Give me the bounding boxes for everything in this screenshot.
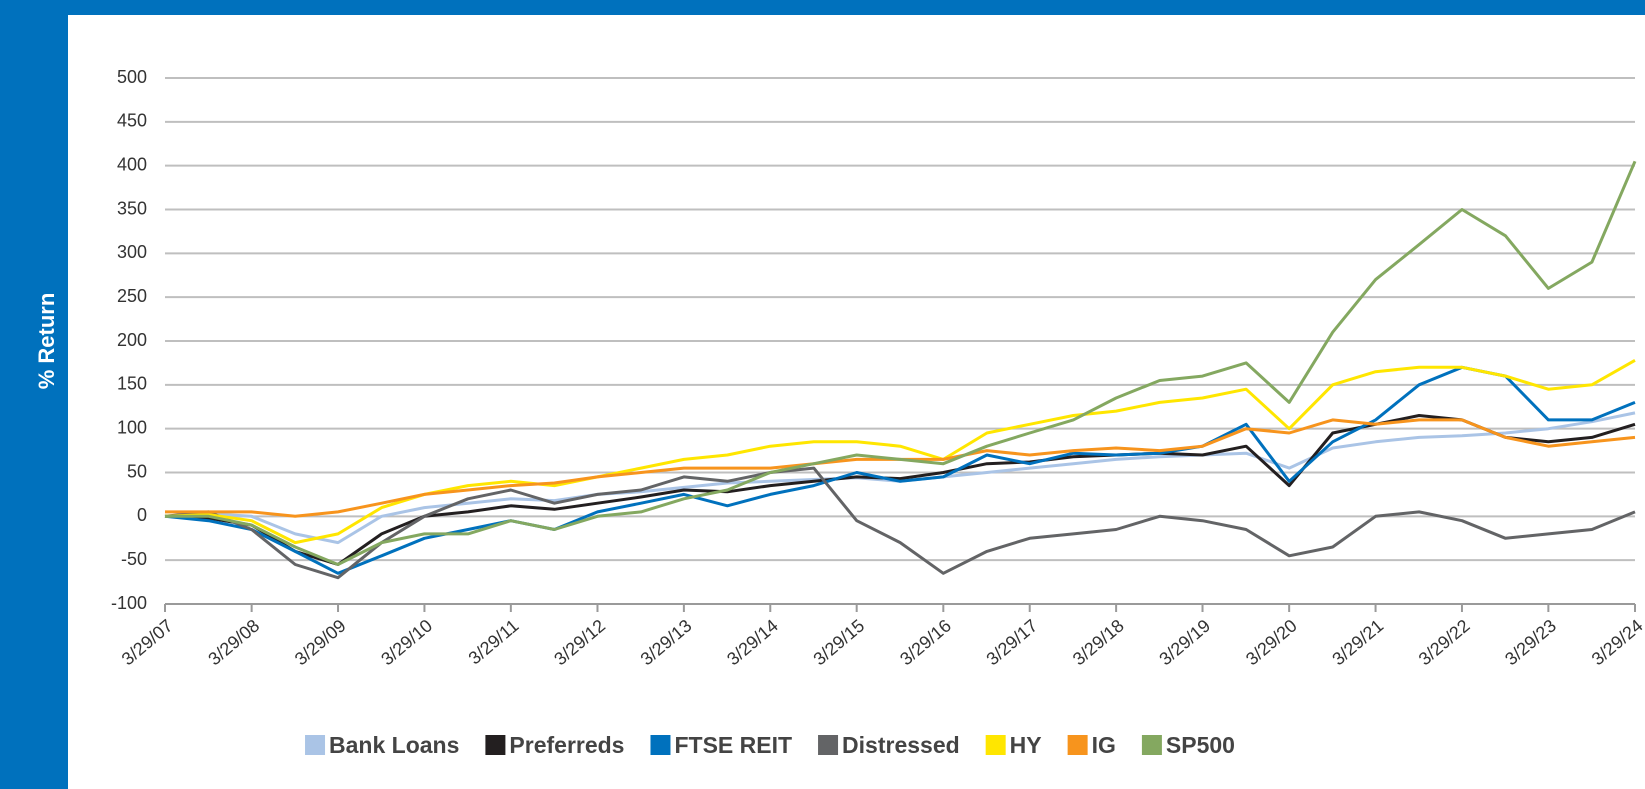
y-tick-label: 100 (117, 417, 147, 437)
y-tick-label: -100 (111, 593, 147, 613)
legend-swatch (485, 735, 506, 755)
y-tick-label: -50 (121, 549, 147, 569)
legend-swatch (1067, 735, 1088, 755)
legend-swatch (650, 735, 671, 755)
y-axis-label: % Return (34, 293, 59, 390)
y-tick-label: 250 (117, 286, 147, 306)
series-line (164, 365, 1636, 575)
legend-swatch (818, 735, 839, 755)
y-tick-label: 400 (117, 154, 147, 174)
legend-label: SP500 (1166, 732, 1235, 758)
y-tick-label: 0 (137, 505, 147, 525)
legend-label: FTSE REIT (674, 732, 792, 758)
y-tick-label: 350 (117, 198, 147, 218)
legend: Bank Loans Preferreds FTSE REIT Distressed H… (305, 732, 1235, 758)
series-line (164, 466, 1636, 580)
top-band (0, 0, 1645, 15)
legend-swatch (985, 735, 1006, 755)
legend-label: IG (1092, 732, 1116, 758)
legend-label: Distressed (842, 732, 960, 758)
y-tick-label: 200 (117, 330, 147, 350)
legend-swatch (305, 735, 326, 755)
y-tick-label: 150 (117, 374, 147, 394)
y-tick-label: 300 (117, 242, 147, 262)
legend-swatch (1141, 735, 1162, 755)
y-tick-label: 50 (127, 461, 147, 481)
y-tick-label: 500 (117, 67, 147, 87)
y-tick-label: 450 (117, 111, 147, 131)
series-line (165, 160, 1637, 566)
legend-label: Bank Loans (329, 732, 459, 758)
legend-label: Preferreds (509, 732, 624, 758)
left-band (0, 0, 68, 789)
legend-label: HY (1010, 732, 1042, 758)
